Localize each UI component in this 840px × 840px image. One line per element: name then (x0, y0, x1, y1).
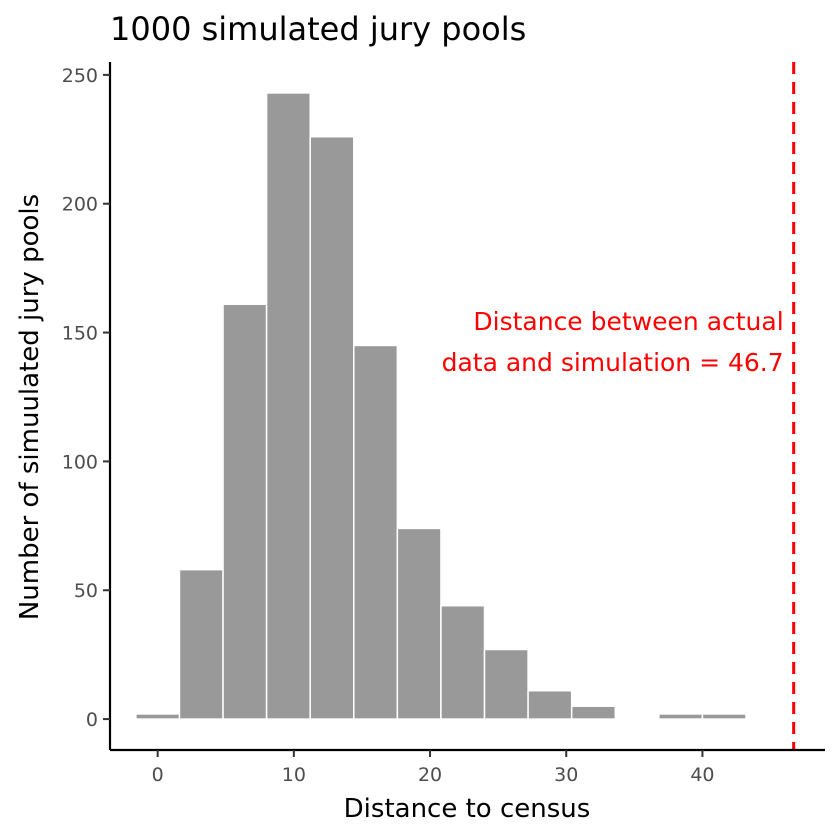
x-tick-label: 20 (418, 764, 442, 786)
histogram-bar (396, 527, 442, 720)
axes-group (108, 62, 825, 752)
histogram-bar (483, 648, 529, 720)
y-tick-label: 150 (62, 323, 98, 345)
histogram-bar (135, 713, 181, 720)
bars-group (135, 92, 747, 720)
y-tick-label: 250 (62, 65, 98, 87)
y-axis-title: Number of simuulated jury pools (15, 194, 45, 620)
y-tick-label: 50 (74, 580, 98, 602)
x-tick-label: 30 (554, 764, 578, 786)
x-tick-label: 10 (282, 764, 306, 786)
histogram-bar (658, 713, 704, 720)
chart-title: 1000 simulated jury pools (110, 10, 526, 48)
y-tick-label: 200 (62, 194, 98, 216)
x-tick-label: 40 (690, 764, 714, 786)
histogram-bar (265, 92, 311, 720)
histogram-bar (527, 689, 573, 720)
y-ticks: 0 50 100 150 200 250 (62, 65, 110, 731)
histogram-bar (309, 135, 355, 720)
histogram-bar (353, 344, 399, 720)
y-tick-label: 0 (86, 709, 98, 731)
x-axis-title: Distance to census (344, 794, 591, 824)
y-tick-label: 100 (62, 451, 98, 473)
reference-label-line: Distance between actual (473, 307, 783, 336)
x-ticks: 0 10 20 30 40 (152, 750, 715, 786)
histogram-bar (570, 705, 617, 720)
histogram-bar (178, 568, 224, 720)
histogram-bar (440, 604, 486, 720)
histogram-bar (222, 303, 268, 720)
reference-label-line: data and simulation = 46.7 (442, 348, 784, 377)
x-tick-label: 0 (152, 764, 164, 786)
histogram-bar (701, 713, 747, 720)
reference-annotation: Distance between actual data and simulati… (442, 307, 784, 377)
